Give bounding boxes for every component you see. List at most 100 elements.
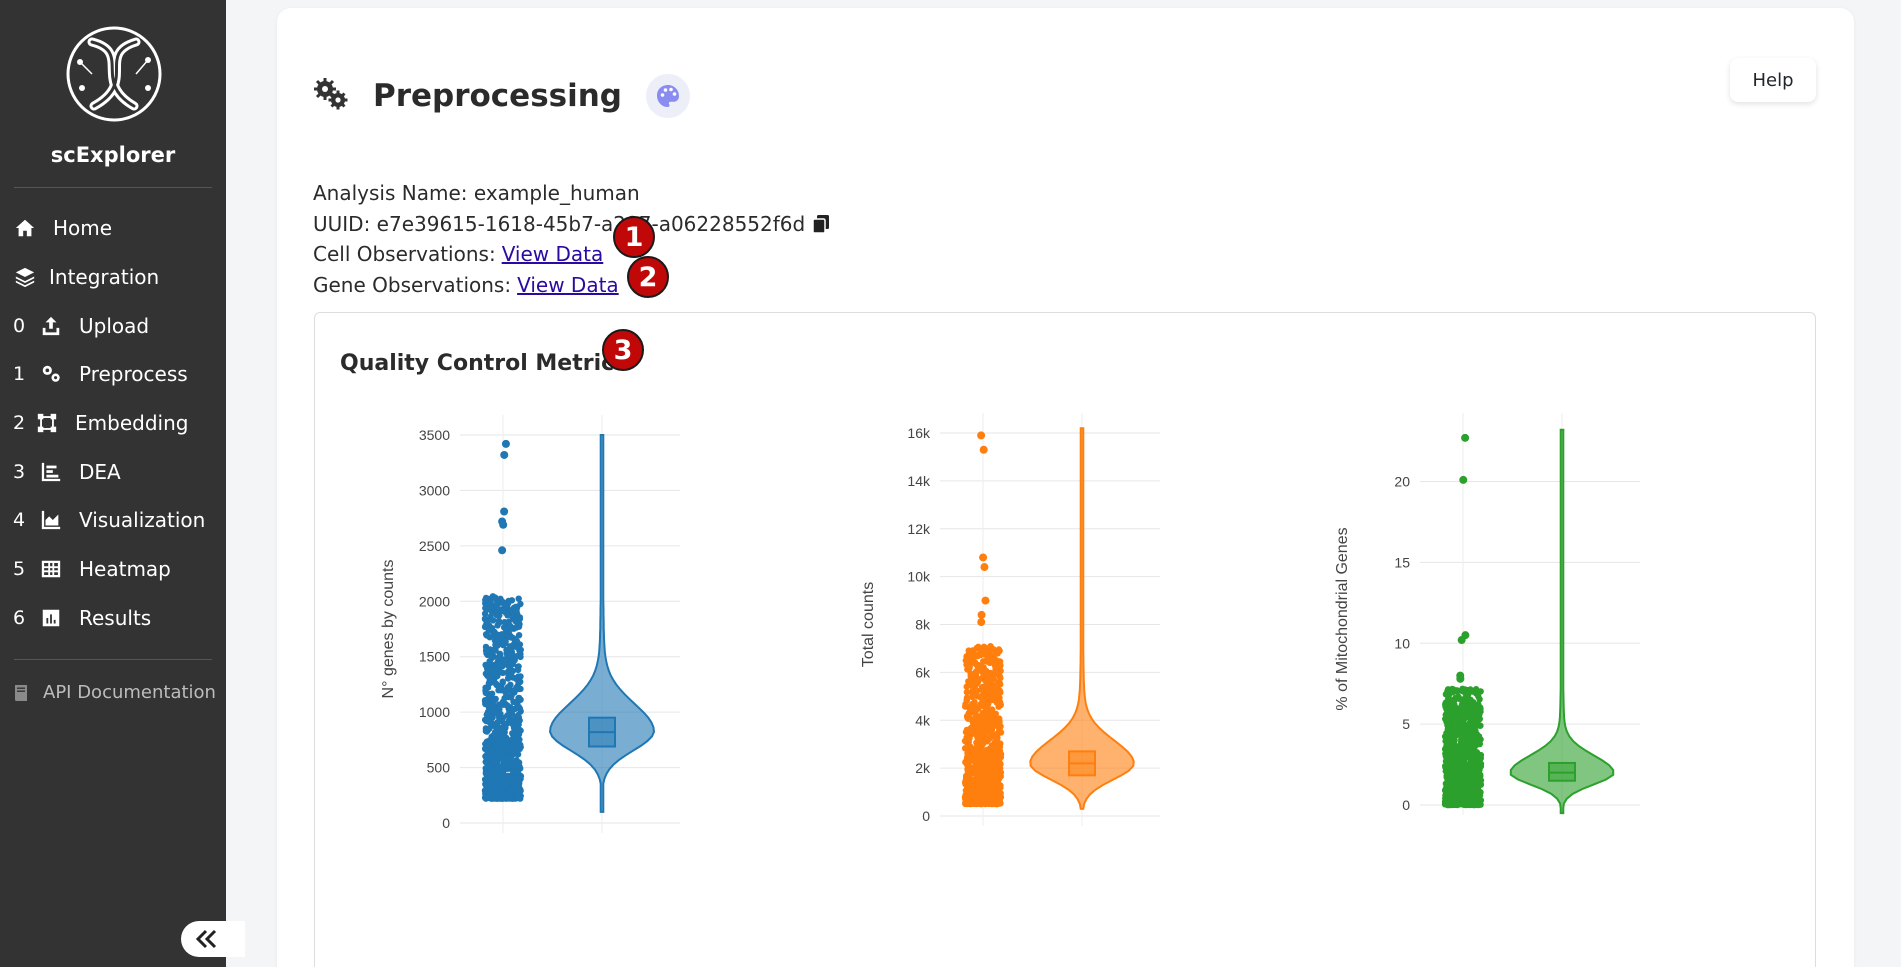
y-tick-label: 3500 xyxy=(419,427,450,443)
strip-point xyxy=(483,618,490,625)
violin-plot-total-counts[interactable]: 0 2k 4k 6k 8k 10k 12k 14k 16k Total counts xyxy=(845,413,1160,852)
strip-point xyxy=(988,798,996,805)
strip-point xyxy=(482,787,490,794)
strip-point xyxy=(996,718,1003,725)
analysis-info: Analysis Name: example_human UUID: e7e39… xyxy=(313,178,830,300)
strip-point xyxy=(964,767,972,774)
uuid-label: UUID: xyxy=(313,211,377,236)
y-tick-label: 5 xyxy=(1402,716,1410,732)
sidebar: scExplorer Home Integration 0 Upload 1 P… xyxy=(0,0,245,967)
collapse-sidebar-button[interactable] xyxy=(181,921,245,957)
y-axis-title: % of Mitochondrial Genes xyxy=(1334,527,1351,710)
strip-point xyxy=(502,637,509,645)
strip-point xyxy=(483,711,490,718)
strip-point xyxy=(971,786,978,793)
strip-point xyxy=(515,759,522,766)
strip-point xyxy=(995,646,1003,653)
cell-observations-view-data-link[interactable]: View Data xyxy=(501,242,604,267)
strip-point xyxy=(510,635,517,642)
strip-point xyxy=(517,600,524,608)
sidebar-item-integration[interactable]: Integration xyxy=(0,253,226,302)
strip-point xyxy=(996,700,1004,707)
outlier-point xyxy=(499,520,508,529)
violin-plot-mito[interactable]: 0 5 10 15 20 % of Mitochondrial Genes xyxy=(1325,413,1640,852)
api-documentation-link[interactable]: API Documentation xyxy=(13,682,216,703)
strip-point xyxy=(983,646,991,654)
strip-point xyxy=(517,696,524,703)
strip-point xyxy=(1467,759,1474,766)
strip-point xyxy=(502,688,509,696)
sidebar-item-results[interactable]: 6 Results xyxy=(0,594,226,643)
strip-point xyxy=(971,652,978,659)
strip-point xyxy=(481,610,489,617)
strip-point xyxy=(1442,795,1450,802)
strip-point xyxy=(983,657,990,664)
strip-point xyxy=(498,743,505,750)
bar-chart-icon xyxy=(39,461,63,483)
strip-point xyxy=(505,759,513,767)
strip-point xyxy=(981,692,988,699)
strip-point xyxy=(495,763,502,770)
sidebar-item-dea[interactable]: 3 DEA xyxy=(0,447,226,496)
y-tick-label: 500 xyxy=(427,760,451,776)
annotation-badge-3: 3 xyxy=(602,329,644,371)
brand-name: scExplorer xyxy=(50,143,176,167)
analysis-name-value: example_human xyxy=(473,181,640,206)
strip-point xyxy=(992,747,999,755)
scexplorer-logo[interactable] xyxy=(62,22,166,126)
sidebar-item-embedding[interactable]: 2 Embedding xyxy=(0,399,226,448)
strip-point xyxy=(506,651,514,658)
sidebar-divider xyxy=(14,659,212,660)
gears-icon xyxy=(39,363,63,385)
strip-point xyxy=(993,783,1000,790)
strip-point xyxy=(1460,716,1468,723)
table-grid-icon xyxy=(39,558,63,580)
strip-point xyxy=(504,702,511,709)
sidebar-item-home[interactable]: Home xyxy=(0,204,226,253)
strip-point xyxy=(1474,784,1481,791)
violin-body xyxy=(548,434,656,813)
outlier-point xyxy=(1459,475,1468,484)
sidebar-item-label: Results xyxy=(79,605,152,630)
violin-body xyxy=(1029,427,1135,810)
sidebar-item-heatmap[interactable]: 5 Heatmap xyxy=(0,545,226,594)
strip-point xyxy=(486,725,493,732)
strip-point xyxy=(504,746,512,753)
strip-point xyxy=(1451,748,1458,755)
strip-point xyxy=(1459,759,1467,767)
qc-metric-card: Quality Control Metric 3 0 500 1000 1500 200… xyxy=(314,312,1816,967)
strip-point xyxy=(516,736,523,743)
strip-point xyxy=(516,678,524,686)
strip-point xyxy=(496,683,503,690)
sidebar-nav: Home Integration 0 Upload 1 Preprocess 2… xyxy=(0,204,226,642)
strip-point xyxy=(489,714,496,721)
theme-palette-button[interactable] xyxy=(646,74,690,118)
strip-point xyxy=(991,686,998,693)
analysis-name-label: Analysis Name: xyxy=(313,181,474,206)
strip-point xyxy=(981,711,988,718)
copy-icon[interactable] xyxy=(812,214,830,234)
strip-point xyxy=(1450,716,1457,724)
sidebar-item-upload[interactable]: 0 Upload xyxy=(0,301,226,350)
gene-observations-view-data-link[interactable]: View Data xyxy=(517,272,619,297)
strip-point xyxy=(495,754,503,761)
strip-point xyxy=(978,773,986,780)
strip-point xyxy=(482,689,489,697)
layers-icon xyxy=(13,266,37,288)
y-tick-label: 8k xyxy=(915,617,931,633)
strip-point xyxy=(1469,736,1476,743)
sidebar-item-visualization[interactable]: 4 Visualization xyxy=(0,496,226,545)
strip-point xyxy=(500,762,508,769)
violin-plot-genes[interactable]: 0 500 1000 1500 2000 2500 3000 3500 N° genes by … xyxy=(365,415,680,852)
outlier-point xyxy=(979,445,988,454)
book-icon xyxy=(14,684,27,701)
strip-point xyxy=(510,698,517,705)
page-header: Preprocessing xyxy=(312,74,690,118)
strip-point xyxy=(989,706,996,713)
strip-point xyxy=(505,618,512,626)
gene-observations-line: Gene Observations: View Data xyxy=(313,270,830,301)
help-button[interactable]: Help xyxy=(1730,58,1816,102)
strip-point xyxy=(495,617,502,624)
sidebar-item-preprocess[interactable]: 1 Preprocess xyxy=(0,350,226,399)
strip-point xyxy=(990,712,998,719)
